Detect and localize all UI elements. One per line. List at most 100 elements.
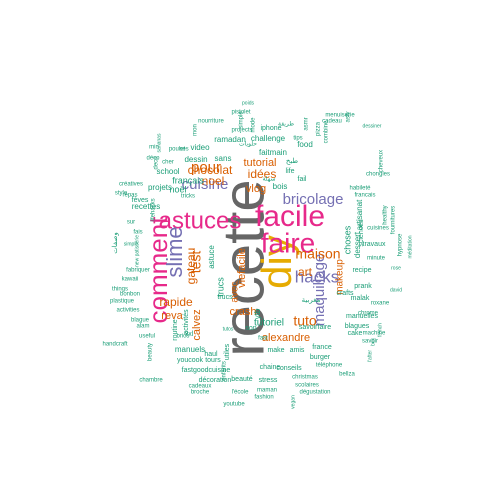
word-youtube: youtube [223, 402, 245, 408]
word-brico: brico [176, 334, 190, 340]
word-cake: cake [348, 330, 363, 337]
word-box: box [370, 337, 376, 346]
word-xxl: xxl [185, 331, 194, 338]
word-facile: facile [255, 200, 325, 233]
word-test: test [188, 251, 204, 274]
word-trucs: trucs [215, 277, 225, 297]
word-tours: tours [205, 357, 221, 364]
word-handcraft: handcraft [102, 342, 127, 348]
word-useful: useful [139, 334, 155, 340]
word-fastgoodcuisine: fastgoodcuisine [182, 367, 231, 374]
word-conseils: conseils [276, 365, 302, 372]
word-ytb: ytb [253, 308, 262, 319]
word-sanans: sananas [156, 133, 162, 152]
word-fashion: fashion [254, 395, 273, 401]
word-noel: noel [202, 174, 225, 188]
word-france: france [312, 344, 332, 351]
word-ramadan: ramadan [214, 135, 246, 144]
word-ara6: مغربية [302, 297, 321, 304]
word-avec: avec [230, 281, 241, 302]
word-avec2: astv [346, 111, 352, 122]
word-chaine: chaine [260, 364, 281, 371]
word-chambre: chambre [139, 378, 163, 384]
word-challenge: challenge [251, 134, 286, 143]
word-francais2: francais [354, 193, 375, 199]
word-david: david [390, 287, 402, 293]
word-travaux: travaux [363, 241, 386, 248]
word-makeup: makeup [335, 259, 346, 295]
word-sans: sans [215, 154, 232, 163]
word-bricolage: bricolage [283, 191, 344, 208]
word-rapide: rapide [159, 295, 193, 309]
word-food: food [297, 140, 313, 149]
word-vegan: vegan [290, 395, 296, 409]
word-plastique: plastique [110, 299, 135, 305]
word-crash: crash [230, 306, 257, 318]
word-noel2: noël [169, 184, 186, 194]
word-cadeaux: cadeaux [189, 384, 212, 390]
word-faire: faire [261, 227, 315, 258]
word-pizza: pizza [316, 121, 322, 136]
word-meditation: méditation [407, 235, 413, 258]
word-vlog: vlog [246, 183, 266, 195]
word-idees: idées [248, 167, 277, 181]
word-tutos: tutos [223, 326, 234, 332]
word-dessert: dessert [353, 231, 362, 258]
word-asmr: asmr [304, 117, 310, 130]
word-cadeau: cadeau [322, 119, 342, 125]
word-activites: activités [183, 309, 190, 335]
word-tips: tips [293, 136, 302, 142]
word-chocolat: chocolat [188, 163, 233, 177]
word-ara2: طبخ [286, 157, 299, 165]
word-projects: projects [231, 128, 252, 134]
word-artisanat: artisanat [355, 199, 364, 230]
word-activities: activities [116, 308, 139, 314]
word-routine: routine [172, 319, 179, 341]
word-bois: bois [273, 182, 288, 191]
word-machine: machine [363, 331, 386, 337]
word-art: art [298, 265, 313, 279]
word-sciences: sciences [358, 219, 365, 247]
word-cuisine: cuisine [182, 176, 229, 193]
word-deco: déco [146, 156, 160, 162]
word-comment: comment [143, 216, 173, 324]
word-creatives: créatives [119, 182, 143, 188]
word-beaute: beauté [231, 376, 253, 383]
word-school: school [156, 167, 179, 176]
word-ara5: طريقة [278, 121, 294, 128]
word-trucs2: trucs [217, 294, 233, 301]
word-crafts: crafts [336, 290, 354, 297]
word-bellza: bellza [339, 372, 355, 378]
word-blague: blague [131, 318, 150, 324]
word-hypnose: hypnose [398, 233, 404, 256]
word-newpatisserie: new patisserie [134, 235, 140, 267]
word-cheveux: cheveux [379, 150, 385, 172]
word-decoration: décoration [199, 377, 232, 384]
word-french: french [377, 323, 383, 337]
word-nourriture: nourriture [198, 119, 224, 125]
word-calvez: calvez [191, 309, 203, 340]
word-amis: amis [290, 347, 305, 354]
word-mon: mon [193, 124, 199, 136]
word-maquillage: maquillage [311, 254, 328, 327]
word-manuels: manuels [175, 345, 205, 354]
word-francais: français [172, 175, 204, 185]
word-video: video [190, 143, 210, 152]
word-cher: cher [162, 160, 174, 166]
word-maman: maman [257, 388, 277, 394]
word-deco2: deco [154, 156, 160, 170]
word-chongles: chongles [366, 172, 390, 178]
word-iphone: iphone [260, 125, 281, 132]
word-ara3: حلويات [239, 141, 257, 148]
word-roxane: roxane [371, 301, 390, 307]
word-ses: ses [179, 147, 188, 153]
word-scolaires: scolaires [295, 383, 319, 389]
word-reva: reva [161, 310, 183, 322]
word-maison: maison [295, 246, 340, 262]
word-bonbon: bonbon [120, 292, 140, 298]
word-menuiserie: menuiserie [325, 113, 355, 119]
word-hacks: hacks [295, 267, 339, 286]
word-fail: fail [298, 176, 307, 183]
word-prank: prank [354, 283, 372, 290]
word-combine: combine [324, 120, 330, 143]
